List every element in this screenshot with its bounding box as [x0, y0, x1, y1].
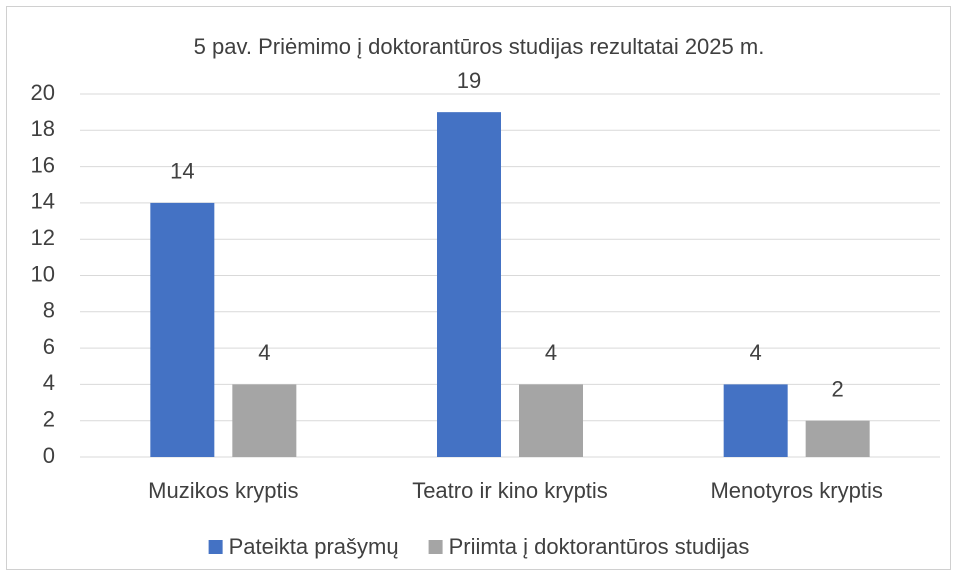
y-tick-label: 12 [31, 225, 55, 250]
y-tick-label: 18 [31, 116, 55, 141]
y-tick-label: 6 [43, 334, 55, 359]
data-label: 4 [750, 340, 762, 365]
legend-swatch [428, 540, 443, 554]
x-tick-label: Teatro ir kino kryptis [412, 478, 608, 503]
y-tick-label: 8 [43, 298, 55, 323]
y-tick-label: 0 [43, 443, 55, 468]
data-label: 19 [457, 68, 481, 93]
x-tick-label: Muzikos kryptis [148, 478, 298, 503]
y-tick-label: 2 [43, 407, 55, 432]
y-tick-label: 14 [31, 189, 55, 214]
x-tick-label: Menotyros kryptis [710, 478, 882, 503]
y-tick-label: 10 [31, 261, 55, 286]
data-label: 2 [832, 377, 844, 402]
bar [805, 420, 870, 457]
bar [437, 112, 501, 458]
y-tick-label: 20 [31, 80, 55, 105]
legend-label: Pateikta prašymų [229, 534, 399, 559]
data-label: 14 [170, 159, 194, 184]
bar [519, 384, 583, 457]
y-tick-label: 4 [43, 370, 55, 395]
legend-label: Priimta į doktorantūros studijas [449, 534, 750, 559]
y-tick-label: 16 [31, 152, 55, 177]
data-label: 4 [258, 340, 270, 365]
chart-title: 5 pav. Priėmimo į doktorantūros studijas… [194, 34, 765, 59]
legend-swatch [208, 540, 223, 554]
bar [723, 384, 788, 457]
data-label: 4 [545, 340, 557, 365]
bar [150, 202, 215, 457]
bar [232, 384, 297, 457]
